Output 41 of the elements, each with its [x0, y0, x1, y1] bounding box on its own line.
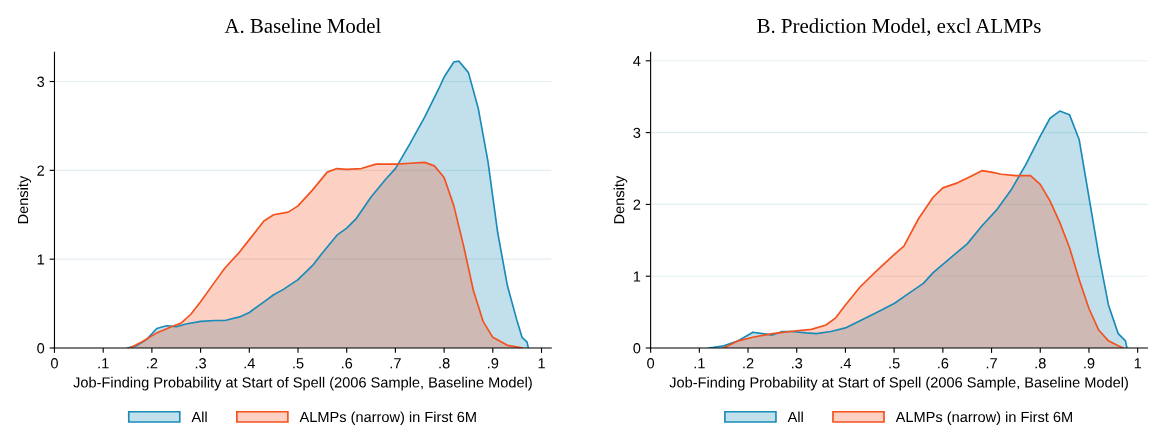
x-tick-label: .9	[1084, 358, 1095, 369]
y-tick-label: 3	[37, 76, 45, 87]
x-tick-label: .3	[195, 358, 207, 369]
y-tick-label: 1	[37, 254, 45, 265]
x-tick-label: 0	[647, 358, 655, 369]
x-tick-label: .4	[244, 358, 255, 369]
y-tick-label: 1	[633, 271, 641, 282]
x-tick-label: 1	[538, 358, 545, 369]
x-tick-label: .1	[694, 358, 705, 369]
chart-title: B. Prediction Model, excl ALMPs	[757, 18, 1041, 36]
x-tick-label: 0	[50, 358, 58, 369]
legend-label: All	[787, 411, 803, 422]
legend-label: ALMPs (narrow) in First 6M	[895, 411, 1072, 425]
x-tick-label: .8	[1035, 358, 1046, 369]
x-tick-label: 1	[1134, 358, 1142, 369]
legend-label: All	[191, 411, 207, 422]
legend-label: ALMPs (narrow) in First 6M	[299, 411, 476, 425]
y-tick-label: 0	[37, 343, 45, 354]
x-tick-label: .2	[147, 358, 158, 369]
chart-title: A. Baseline Model	[224, 18, 381, 34]
x-tick-label: .5	[293, 358, 304, 369]
y-tick-label: 3	[633, 127, 641, 139]
x-tick-label: .5	[889, 358, 900, 369]
x-tick-label: .8	[439, 358, 450, 369]
y-tick-label: 0	[633, 343, 641, 354]
x-tick-label: .6	[938, 358, 949, 369]
x-tick-label: .1	[98, 358, 109, 369]
y-axis-title: Density	[613, 175, 628, 224]
y-tick-label: 4	[633, 56, 641, 67]
x-axis-title: Job-Finding Probability at Start of Spell (2006 Sample, Baseline Model)	[73, 376, 532, 391]
x-tick-label: .7	[390, 358, 401, 369]
y-axis-title: Density	[17, 175, 32, 224]
x-tick-label: .6	[341, 358, 353, 369]
y-tick-label: 2	[37, 165, 45, 176]
x-tick-label: .7	[986, 358, 997, 369]
x-tick-label: .9	[488, 358, 499, 369]
y-tick-label: 2	[633, 199, 641, 210]
x-tick-label: .4	[840, 358, 852, 369]
x-axis-title: Job-Finding Probability at Start of Spell (2006 Sample, Baseline Model)	[669, 376, 1128, 391]
x-tick-label: .2	[743, 358, 754, 369]
x-tick-label: .3	[791, 358, 803, 369]
